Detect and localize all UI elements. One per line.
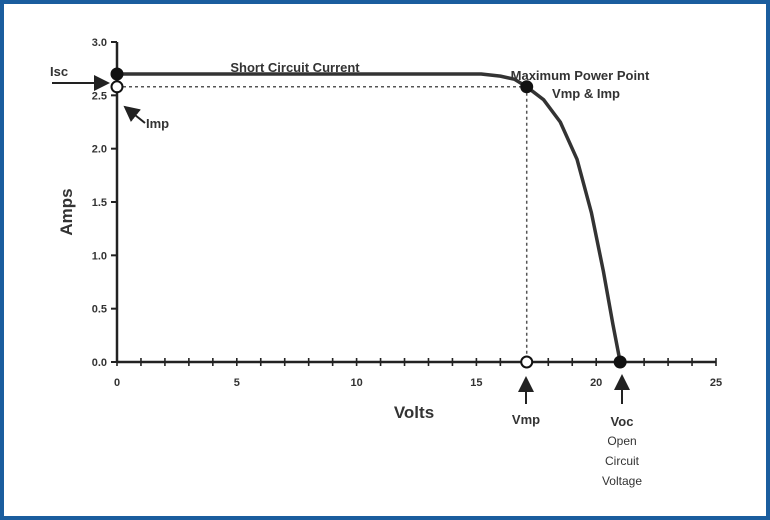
mpp-label: Maximum Power Point	[511, 68, 650, 83]
vmp-point	[520, 355, 534, 369]
voc-voltage-label: Voltage	[602, 474, 642, 488]
x-tick-label: 20	[590, 377, 602, 389]
y-tick-label: 1.0	[92, 250, 107, 262]
isc-label: Isc	[50, 64, 68, 79]
mpp-sublabel: Vmp & Imp	[552, 86, 620, 101]
y-axis-label: Amps	[57, 188, 76, 235]
isc-point	[110, 67, 124, 81]
imp-arrow	[123, 105, 146, 124]
y-tick-label: 2.5	[92, 90, 107, 102]
short-circuit-label: Short Circuit Current	[230, 60, 360, 75]
x-axis-label: Volts	[394, 403, 434, 422]
voc-label: Voc	[611, 414, 634, 429]
x-tick-label: 15	[470, 377, 482, 389]
y-ticks: 0.0 0.5 1.0 1.5 2.0 2.5 3.0	[92, 37, 117, 369]
voc-circuit-label: Circuit	[605, 454, 640, 468]
x-tick-label: 5	[234, 377, 240, 389]
x-tick-label: 10	[350, 377, 362, 389]
mpp-point	[520, 80, 534, 94]
y-tick-label: 1.5	[92, 197, 107, 209]
y-tick-label: 0.0	[92, 357, 107, 369]
y-tick-label: 3.0	[92, 37, 107, 49]
y-tick-label: 0.5	[92, 304, 107, 316]
vmp-label: Vmp	[512, 412, 540, 427]
voc-open-label: Open	[607, 434, 636, 448]
iv-curve-line	[117, 72, 622, 363]
key-points	[110, 67, 627, 369]
imp-label: Imp	[146, 116, 169, 131]
guide-lines	[117, 86, 528, 362]
y-tick-label: 2.0	[92, 144, 107, 156]
x-tick-label: 0	[114, 377, 120, 389]
voc-point	[613, 355, 627, 369]
imp-point	[110, 80, 124, 94]
x-tick-label: 25	[710, 377, 722, 389]
